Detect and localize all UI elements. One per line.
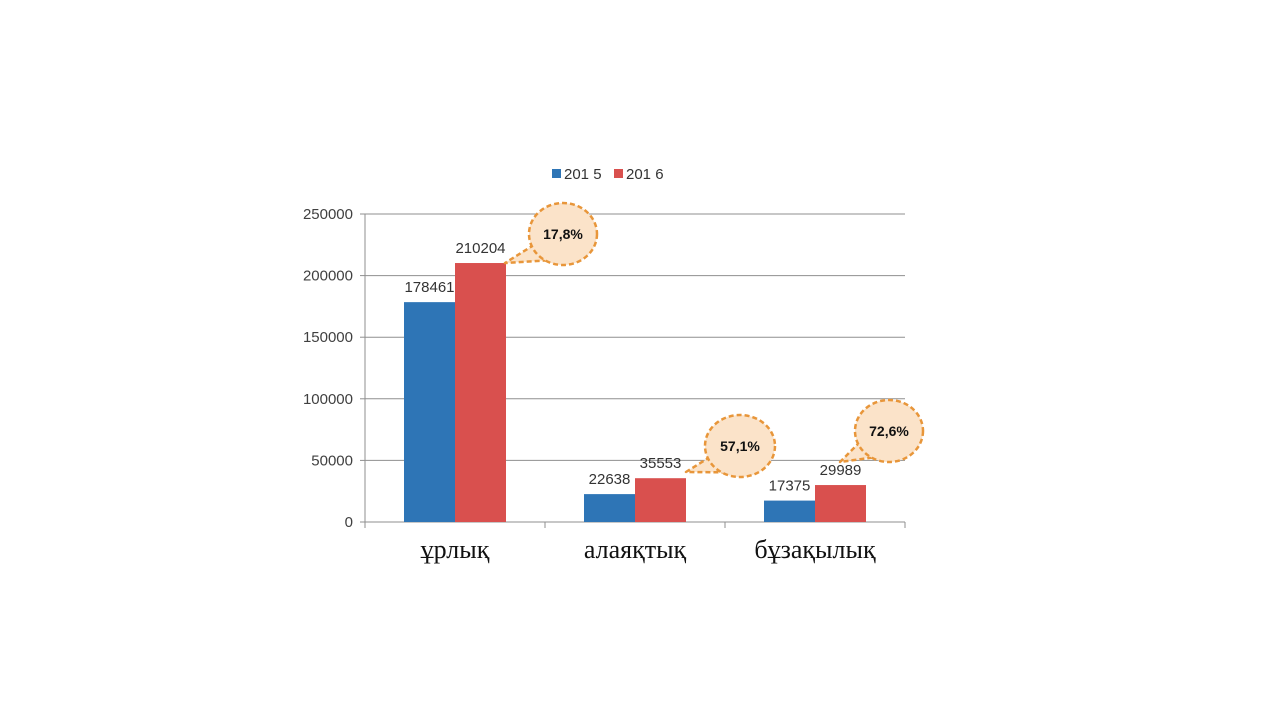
legend: 201 5 201 6 (552, 166, 664, 183)
x-category-label: алаяқтық (584, 535, 687, 564)
axes: 0 50000 100000 150000 200000 250000 ұрлық алаяқ… (303, 206, 906, 564)
bars (404, 263, 866, 522)
callout-bubble: 57,1% (684, 413, 777, 479)
y-tick-label: 50000 (311, 452, 353, 469)
callouts: 17,8% 57,1% 72,6% (503, 201, 925, 479)
callout-label: 72,6% (869, 423, 909, 439)
data-label: 178461 (404, 279, 454, 296)
bar-series1-1 (584, 494, 635, 522)
y-tick-label: 100000 (303, 391, 353, 408)
bar-series2-0 (455, 263, 506, 522)
callout-tail (684, 455, 726, 474)
legend-label-2: 201 6 (626, 166, 664, 183)
bar-series2-2 (815, 485, 866, 522)
data-labels: 178461 210204 22638 35553 17375 29989 (404, 240, 861, 495)
bar-series1-2 (764, 500, 815, 522)
bar-series1-0 (404, 302, 455, 522)
callout-bubble: 72,6% (838, 398, 925, 464)
y-tick-label: 250000 (303, 206, 353, 223)
data-label: 35553 (640, 455, 682, 472)
data-label: 22638 (589, 471, 631, 488)
x-category-label: ұрлық (421, 535, 490, 564)
data-label: 29989 (820, 462, 862, 479)
callout-fill (857, 402, 921, 460)
x-category-label: бұзақылық (754, 535, 876, 564)
legend-label-1: 201 5 (564, 166, 602, 183)
y-tick-label: 0 (345, 514, 353, 531)
callout-label: 17,8% (543, 226, 583, 242)
bar-series2-1 (635, 478, 686, 522)
callout-fill (531, 205, 595, 263)
legend-swatch-2 (614, 169, 623, 178)
y-tick-label: 200000 (303, 268, 353, 285)
legend-swatch-1 (552, 169, 561, 178)
callout-label: 57,1% (720, 438, 760, 454)
callout-bubble: 17,8% (503, 201, 599, 267)
data-label: 17375 (769, 478, 811, 495)
data-label: 210204 (455, 240, 505, 257)
y-tick-label: 150000 (303, 329, 353, 346)
callout-fill (707, 417, 773, 475)
